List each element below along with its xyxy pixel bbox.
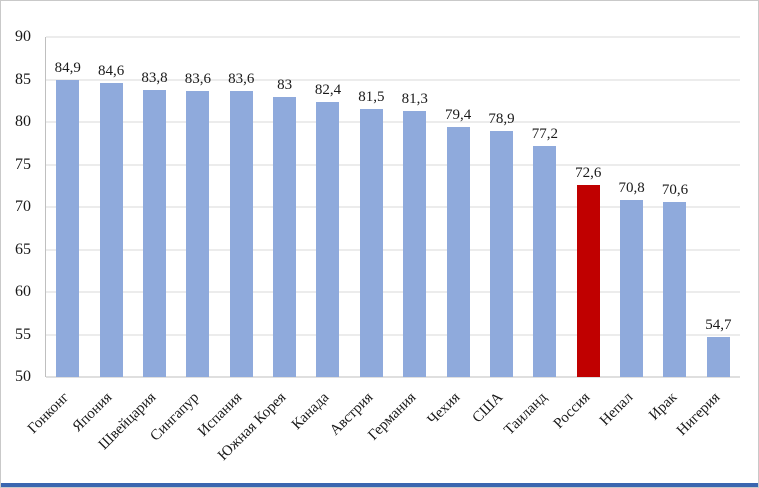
gridline [46,164,740,165]
bar [533,145,557,377]
bottom-rule [1,483,758,487]
bar-group: 83,6 [176,37,219,377]
bar [489,131,513,377]
bar-value-label: 78,9 [488,111,515,128]
bar-group: 84,9 [46,37,89,377]
gridline [46,334,740,335]
bar [186,91,210,377]
bar [56,80,80,377]
bar-group: 70,8 [610,37,653,377]
gridline [46,249,740,250]
y-tick-label: 55 [15,325,31,343]
x-tick-cell: Чехия [424,380,479,480]
bar-value-label: 83,8 [141,69,168,86]
gridline [46,376,740,378]
bar-group: 78,9 [480,37,523,377]
bar-value-label: 81,3 [401,90,428,107]
bar-value-label: 84,6 [97,62,125,79]
bar-group: 54,7 [697,37,740,377]
bar-value-label: 70,8 [618,180,645,197]
y-tick-label: 80 [15,113,31,130]
bar-value-label: 84,9 [54,60,81,77]
x-axis-labels: Гонконг Япония Швейцария Сингапур Испания Южн… [25,380,740,480]
bar [446,127,470,377]
gridlines [46,36,740,378]
bar-value-label: 54,7 [705,317,732,334]
bar-group: 84,6 [89,37,132,377]
bars: 84,9 84,6 83,8 83,6 83,6 83 82,4 81,5 81,3 79,4 78… [46,37,740,377]
y-axis-labels: 50 55 60 65 70 75 80 85 90 [1,29,39,385]
bar-group: 77,2 [523,37,566,377]
bar-value-label: 83 [277,76,293,93]
y-tick-label: 75 [15,155,31,173]
bar [229,91,253,377]
bar-value-label: 79,4 [444,107,472,124]
gridline [46,206,740,208]
bar-group: 83 [263,37,306,377]
bar-group: 81,3 [393,37,436,377]
bar [99,82,123,377]
bar [663,201,687,377]
bar-group: 70,6 [653,37,696,377]
x-tick-label: Гонконг [24,389,73,437]
y-tick-label: 50 [15,368,31,385]
y-tick-label: 65 [15,240,31,258]
bar [142,89,166,377]
bar-value-label: 81,5 [358,89,385,106]
plot-area: 84,9 84,6 83,8 83,6 83,6 83 82,4 81,5 81,3 79,4 78… [45,36,740,378]
bar-value-label: 83,6 [228,71,255,88]
gridline [46,36,740,38]
bar-value-label: 77,2 [531,125,558,142]
y-tick-label: 85 [15,70,31,88]
bar [706,337,730,377]
bar-group: 72,6 [567,37,610,377]
bar-group: 83,6 [220,37,263,377]
x-tick-cell: Россия [551,380,609,480]
bar [359,109,383,377]
y-tick-label: 60 [15,283,31,300]
x-tick-cell: Непал [597,380,653,480]
x-tick-cell: Нигерия [674,380,740,480]
bar-value-label: 70,6 [661,181,689,198]
bar-value-label: 82,4 [314,81,342,98]
y-tick-label: 90 [15,28,31,45]
bar-group: 79,4 [436,37,479,377]
bar [620,200,644,377]
bar-group: 83,8 [133,37,176,377]
bar-value-label: 72,6 [575,164,602,181]
gridline [46,291,740,293]
y-tick-label: 70 [15,198,31,215]
bar [316,101,340,377]
bar [273,96,297,377]
x-tick-cell: Германия [365,380,436,480]
gridline [46,121,740,123]
bar-highlighted [576,184,600,377]
gridline [46,79,740,80]
bar-group: 82,4 [306,37,349,377]
bar-group: 81,5 [350,37,393,377]
bar-value-label: 83,6 [184,71,211,88]
bar [403,110,427,377]
